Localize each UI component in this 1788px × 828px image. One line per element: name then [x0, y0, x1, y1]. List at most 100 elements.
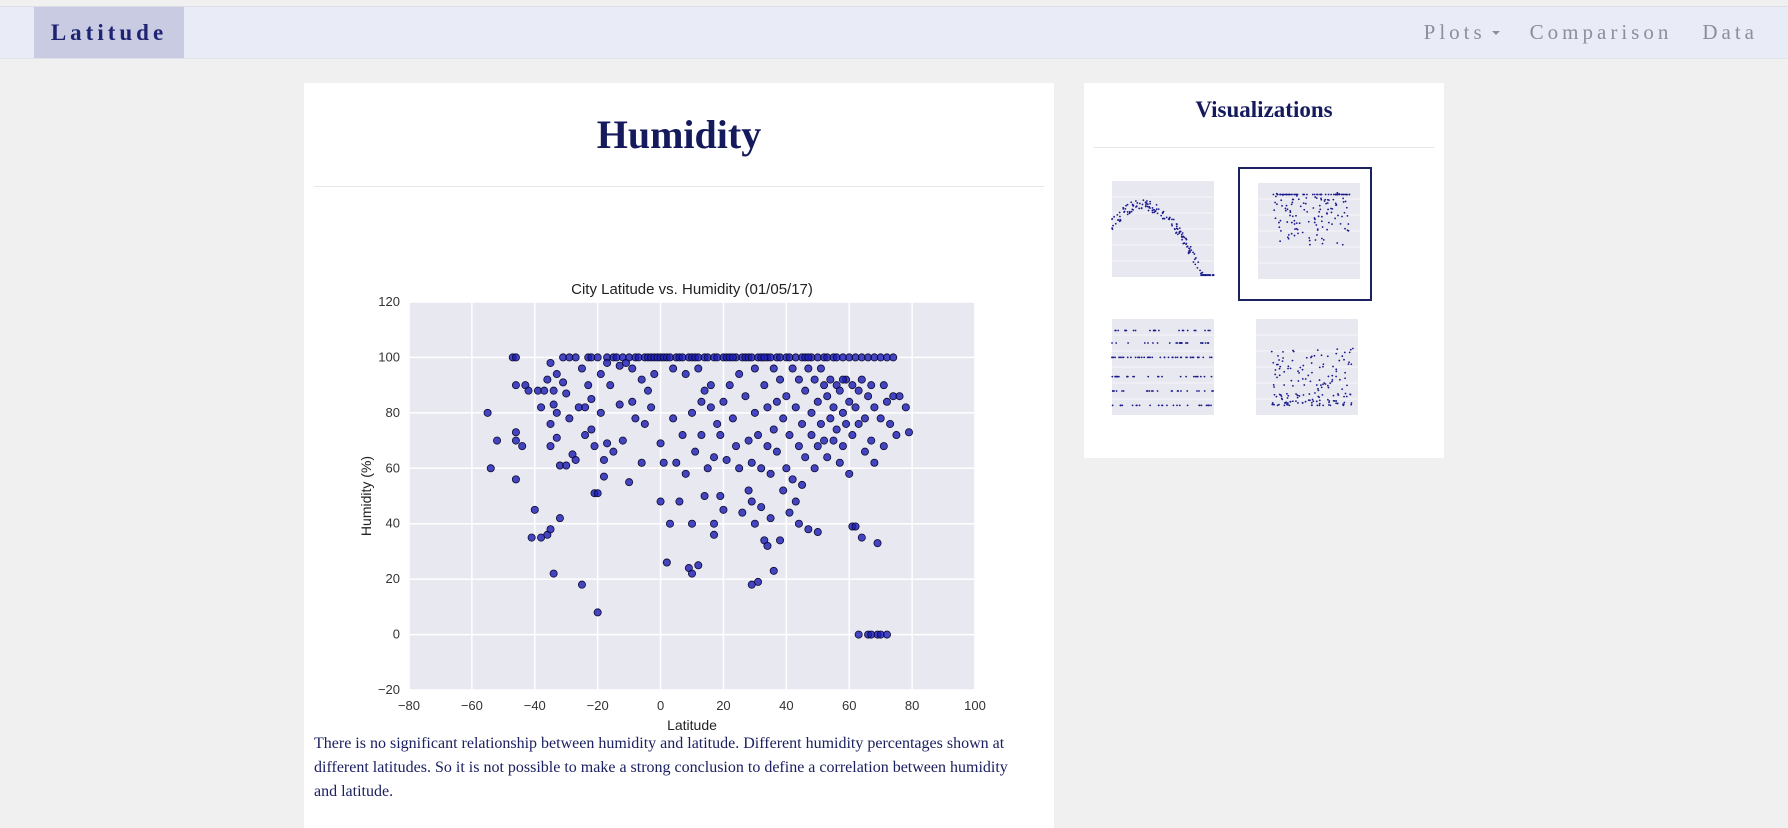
thumbnail-point: [1128, 211, 1131, 214]
data-point: [772, 397, 781, 406]
thumbnail-point: [1349, 348, 1352, 351]
data-point: [577, 580, 586, 589]
data-point: [744, 486, 753, 495]
data-point: [681, 370, 690, 379]
thumbnail-point: [1126, 213, 1129, 216]
thumbnail-point: [1111, 217, 1114, 220]
data-point: [807, 408, 816, 417]
thumbnail-point: [1341, 215, 1343, 218]
thumbnail-point: [1319, 208, 1322, 211]
thumbnail-point: [1287, 365, 1290, 368]
thumbnail-point: [1114, 329, 1117, 332]
thumbnail-point: [1183, 236, 1186, 239]
data-point: [735, 370, 744, 379]
data-point: [697, 431, 706, 440]
data-point: [794, 442, 803, 451]
thumbnail-point: [1116, 213, 1119, 216]
thumbnail-point: [1199, 342, 1202, 344]
thumbnail-point: [1309, 380, 1312, 383]
x-tick-label: 20: [716, 698, 730, 713]
thumbnail-point: [1327, 386, 1330, 389]
data-point: [823, 453, 832, 462]
thumbnail-humidity[interactable]: [1238, 167, 1372, 301]
thumbnail-point: [1296, 396, 1299, 399]
thumbnail-wind-speed[interactable]: [1238, 305, 1372, 439]
thumbnail-point: [1178, 329, 1180, 332]
data-point: [829, 436, 838, 445]
thumbnail-point: [1274, 195, 1277, 198]
nav-data-link[interactable]: Data: [1702, 20, 1758, 44]
thumbnail-point: [1141, 203, 1144, 206]
thumbnail-point: [1320, 354, 1323, 357]
data-point: [804, 525, 813, 534]
thumbnail-point: [1203, 390, 1206, 392]
data-point: [710, 530, 719, 539]
thumbnail-point: [1335, 370, 1338, 373]
thumbnail-point: [1161, 404, 1164, 407]
thumbnail-point: [1119, 404, 1122, 407]
data-point: [728, 414, 737, 423]
thumbnail-point: [1308, 239, 1311, 242]
thumbnail-point: [1342, 404, 1345, 407]
thumbnail-point: [1301, 402, 1304, 404]
thumbnail-point: [1290, 379, 1293, 382]
thumbnail-point: [1326, 202, 1329, 204]
thumbnail-point: [1320, 384, 1322, 387]
analysis-description: There is no significant relationship bet…: [314, 735, 1008, 800]
thumbnail-point: [1166, 404, 1168, 407]
thumbnail-point: [1126, 203, 1129, 206]
thumbnail-point: [1316, 193, 1318, 196]
data-point: [524, 386, 533, 395]
thumbnail-point: [1340, 193, 1343, 196]
data-point: [691, 447, 700, 456]
thumbnail-point: [1143, 342, 1146, 344]
thumbnail-point: [1327, 208, 1329, 211]
data-point: [710, 519, 719, 528]
nav-comparison-link[interactable]: Comparison: [1529, 20, 1673, 44]
thumbnail-point: [1343, 395, 1345, 398]
thumbnail-point: [1286, 402, 1289, 404]
data-point: [754, 577, 763, 586]
thumbnail-point: [1207, 342, 1210, 344]
data-point: [860, 447, 869, 456]
data-point: [571, 353, 580, 362]
thumbnail-point: [1337, 214, 1339, 217]
thumbnail-point: [1335, 368, 1338, 371]
data-point: [757, 503, 766, 512]
thumbnail-temperature[interactable]: [1094, 167, 1228, 301]
data-point: [687, 408, 696, 417]
caret-down-icon: [1491, 30, 1500, 35]
thumbnail-point: [1289, 400, 1292, 403]
thumbnail-point: [1200, 274, 1203, 276]
data-point: [728, 353, 737, 362]
thumbnail-cloudiness[interactable]: [1094, 305, 1228, 439]
thumbnail-point: [1290, 203, 1293, 206]
thumbnail-point: [1321, 242, 1324, 245]
thumbnail-point: [1314, 196, 1317, 198]
thumbnail-point: [1147, 209, 1150, 212]
thumbnail-point: [1282, 357, 1284, 359]
thumbnail-point: [1288, 193, 1291, 196]
data-point: [669, 364, 678, 373]
thumbnail-point: [1297, 380, 1300, 382]
nav-plots-dropdown[interactable]: Plots: [1424, 20, 1500, 45]
thumbnail-point: [1332, 365, 1334, 368]
data-point: [719, 397, 728, 406]
thumbnail-point: [1329, 382, 1332, 384]
data-point: [678, 431, 687, 440]
data-point: [618, 436, 627, 445]
thumbnail-point: [1205, 404, 1208, 407]
data-point: [675, 497, 684, 506]
thumbnail-point: [1124, 207, 1127, 210]
data-point: [832, 425, 841, 434]
x-tick-label: −80: [398, 698, 420, 713]
thumbnail-point: [1178, 404, 1181, 407]
data-point: [581, 431, 590, 440]
x-tick-label: 80: [905, 698, 919, 713]
thumbnail-point: [1194, 329, 1197, 332]
thumbnail-point: [1186, 390, 1189, 392]
thumbnail-point: [1196, 356, 1199, 359]
thumbnail-point: [1316, 228, 1319, 231]
brand-link[interactable]: Latitude: [34, 7, 184, 58]
thumbnail-point: [1349, 393, 1351, 396]
